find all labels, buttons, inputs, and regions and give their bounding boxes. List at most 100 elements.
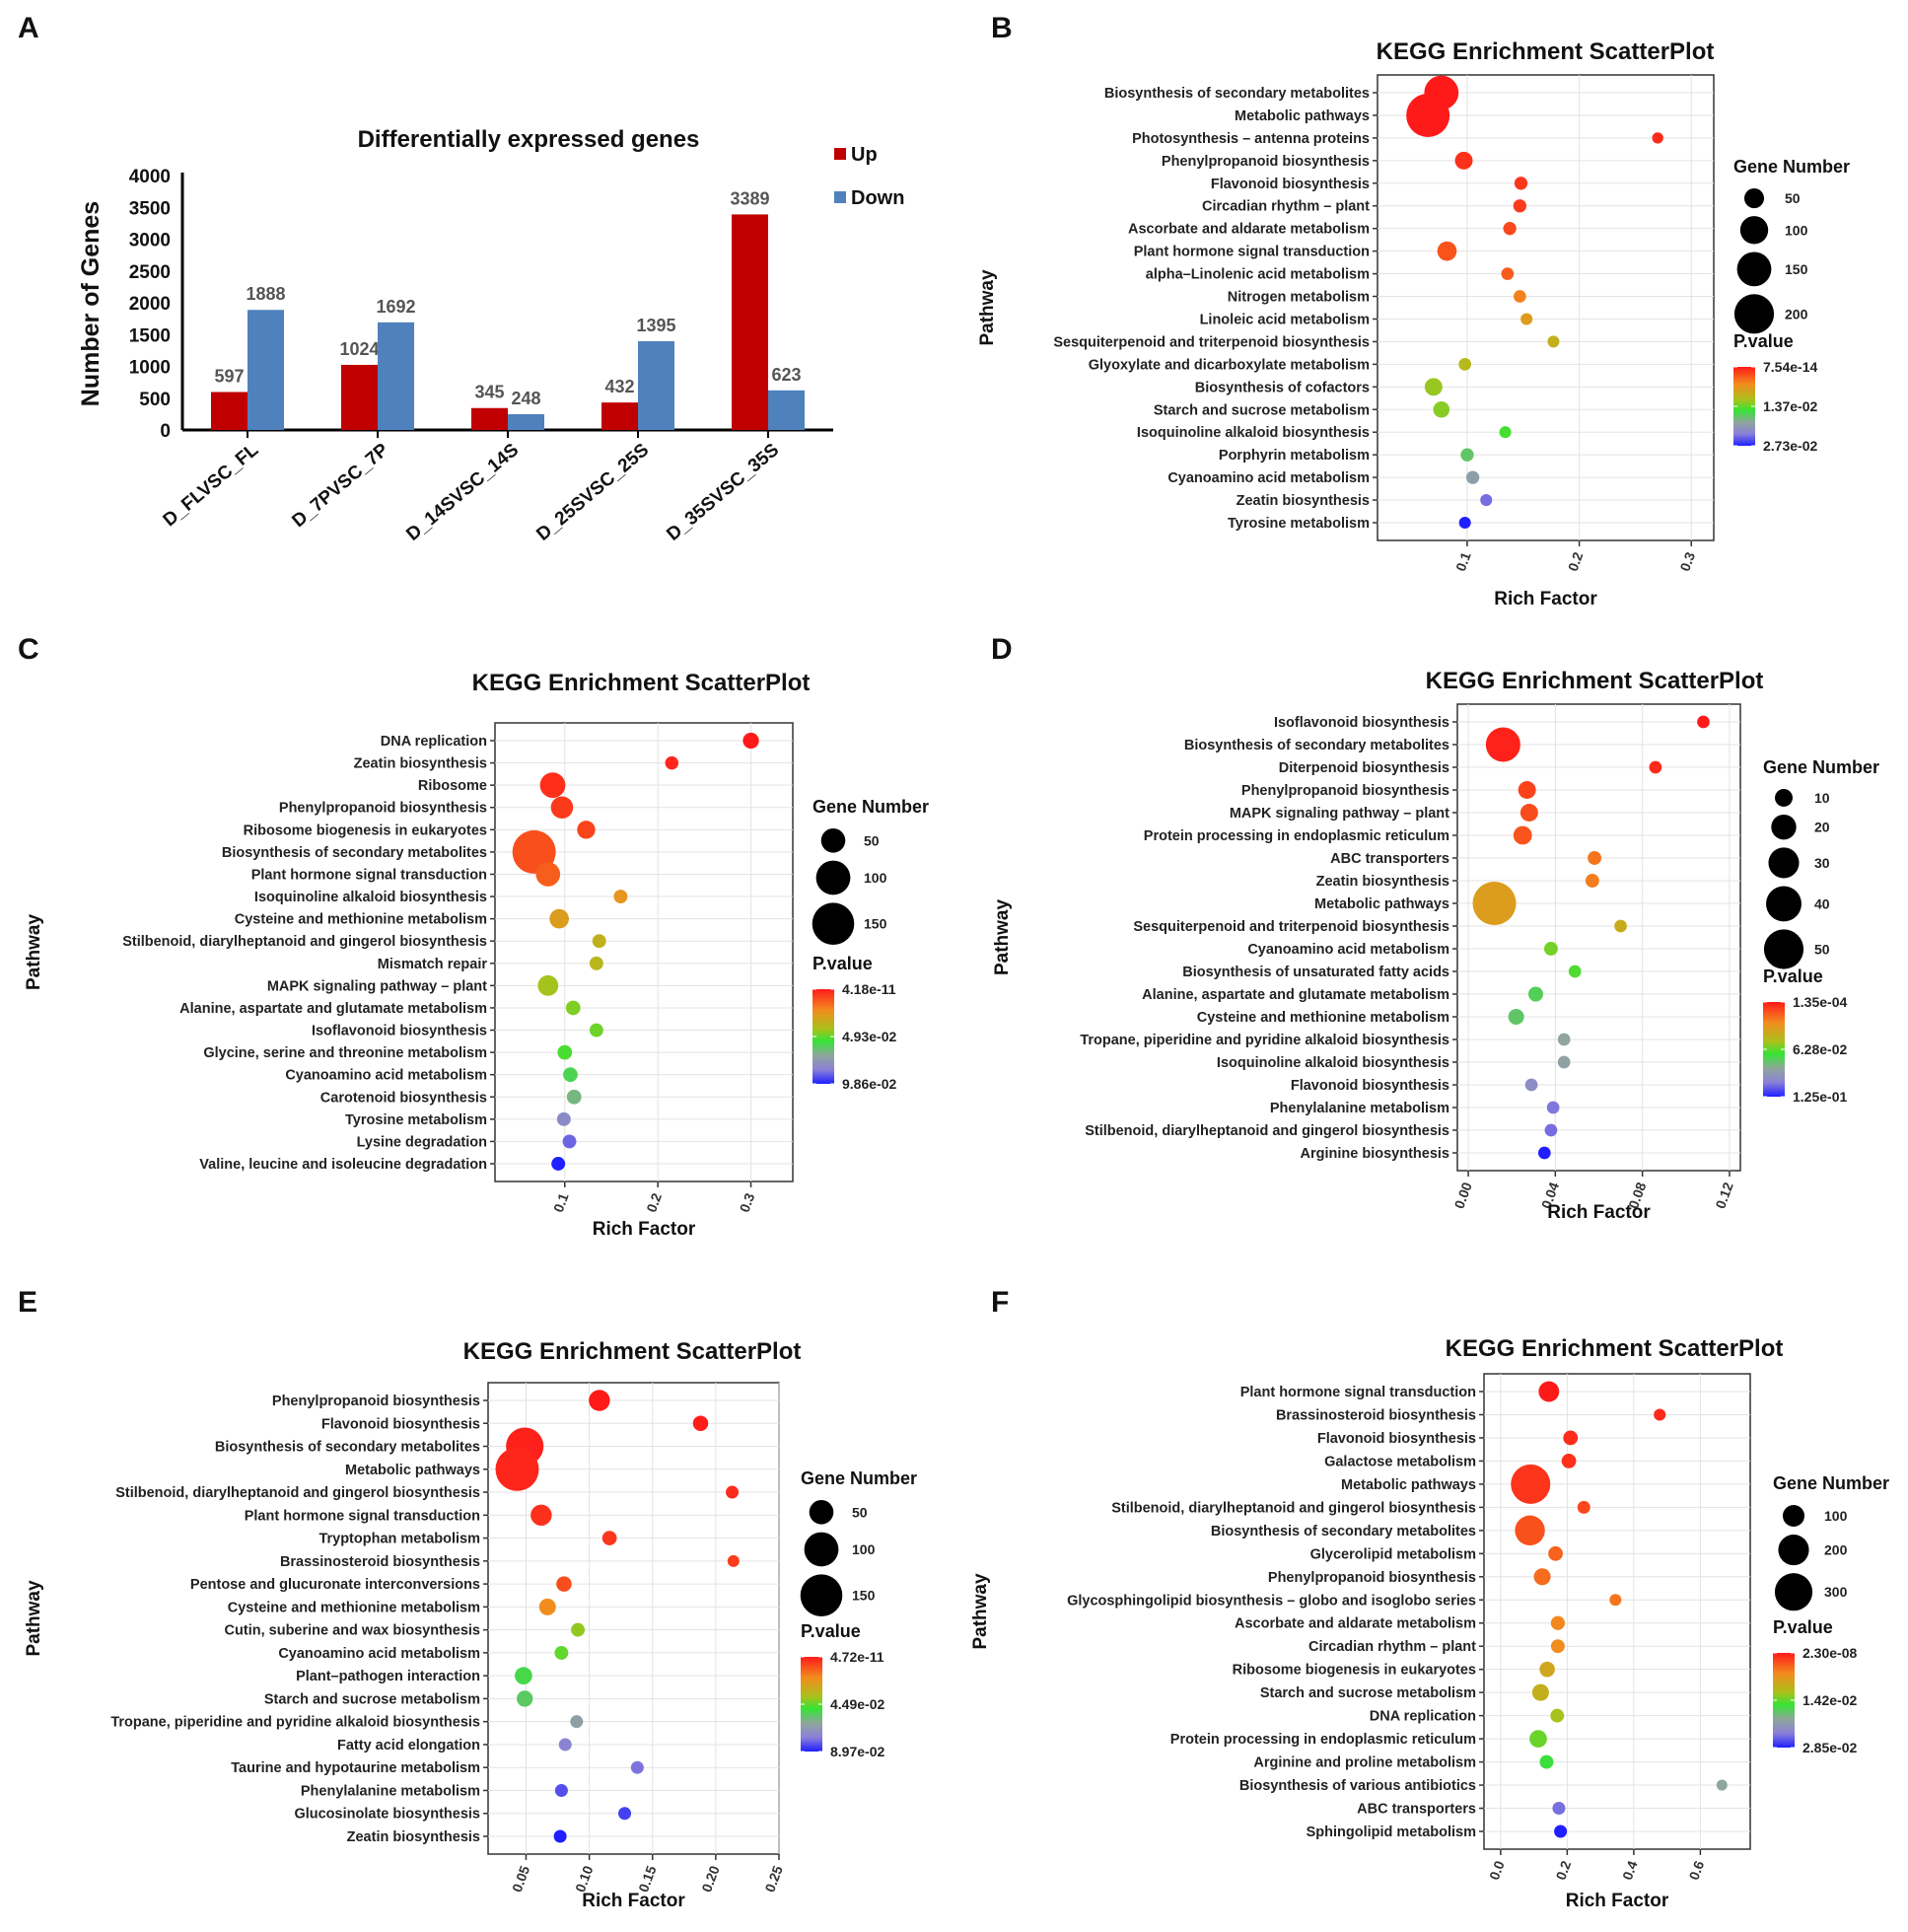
- size-legend-dot: [1771, 814, 1797, 840]
- pathway-label: Galactose metabolism: [1324, 1454, 1476, 1469]
- panel-letter-b: B: [991, 12, 1013, 44]
- data-point: [1550, 1708, 1565, 1723]
- size-legend-title: Gene Number: [801, 1468, 917, 1488]
- bar-value-label: 248: [511, 389, 540, 408]
- data-point: [553, 1829, 567, 1843]
- pathway-label: Cyanoamino acid metabolism: [278, 1646, 480, 1662]
- size-legend-label: 50: [852, 1504, 868, 1520]
- bar-down: [768, 390, 805, 430]
- pathway-label: ABC transporters: [1357, 1802, 1476, 1818]
- x-tick-label: 0.3: [737, 1190, 758, 1214]
- pathway-label: Plant hormone signal transduction: [245, 1508, 480, 1524]
- data-point: [539, 772, 566, 799]
- data-point: [1519, 804, 1538, 822]
- scatter-title-f: KEGG Enrichment ScatterPlot: [1446, 1335, 1784, 1362]
- pathway-label: Phenylpropanoid biosynthesis: [1241, 783, 1449, 799]
- data-point: [577, 821, 596, 839]
- pathway-label: Stilbenoid, diarylheptanoid and gingerol…: [1111, 1500, 1476, 1516]
- scatter-title-e: KEGG Enrichment ScatterPlot: [463, 1338, 802, 1365]
- data-point: [1543, 942, 1558, 956]
- pathway-label: ABC transporters: [1330, 851, 1449, 867]
- size-legend-title: Gene Number: [1763, 757, 1879, 777]
- color-legend-label: 4.18e-11: [842, 981, 896, 997]
- data-point: [1554, 1825, 1568, 1838]
- y-axis-title-c: Pathway: [24, 914, 44, 991]
- pathway-label: Protein processing in endoplasmic reticu…: [1170, 1732, 1476, 1748]
- pathway-label: Ascorbate and aldarate metabolism: [1128, 222, 1370, 238]
- legend-label-down: Down: [851, 187, 904, 209]
- x-tick-label: 0.2: [1565, 549, 1587, 573]
- pathway-label: Phenylpropanoid biosynthesis: [272, 1394, 480, 1409]
- x-tick-label: 0.0: [1486, 1858, 1508, 1882]
- data-point: [1518, 781, 1536, 799]
- pathway-label: Cyanoamino acid metabolism: [285, 1068, 487, 1084]
- x-tick-label: 0.12: [1712, 1180, 1735, 1210]
- data-point: [556, 1111, 571, 1126]
- x-tick-label: 0.05: [509, 1863, 532, 1894]
- color-legend-title: P.value: [1763, 966, 1823, 986]
- pathway-label: Metabolic pathways: [1341, 1477, 1476, 1493]
- data-point: [1548, 1545, 1563, 1561]
- size-legend-label: 200: [1785, 306, 1808, 322]
- bar-value-label: 1888: [246, 284, 285, 304]
- panel-letter-e: E: [18, 1286, 37, 1319]
- y-tick-label: 3000: [129, 231, 171, 251]
- x-tick-label: 0.4: [1619, 1858, 1641, 1882]
- size-legend-label: 100: [1824, 1508, 1848, 1524]
- size-legend-dot: [812, 902, 855, 945]
- data-point: [1513, 825, 1532, 845]
- data-point: [1433, 400, 1450, 418]
- size-legend-dot: [1743, 188, 1765, 209]
- pathway-label: Glucosinolate biosynthesis: [294, 1807, 480, 1823]
- panel-letter-c: C: [18, 633, 39, 666]
- pathway-label: Glycine, serine and threonine metabolism: [203, 1045, 487, 1061]
- x-tick-label: 0.2: [1553, 1858, 1575, 1882]
- legend-swatch-up: [834, 148, 846, 160]
- data-point: [495, 1447, 539, 1491]
- plot-frame-d: [1456, 703, 1741, 1172]
- data-point: [1503, 222, 1517, 236]
- data-point: [1614, 919, 1627, 933]
- data-point: [550, 796, 574, 820]
- data-point: [1508, 1008, 1524, 1026]
- size-legend-dot: [1733, 294, 1775, 334]
- size-legend-dot: [1766, 886, 1802, 922]
- pathway-label: Isoquinoline alkaloid biosynthesis: [1137, 425, 1370, 441]
- data-point: [562, 1134, 577, 1149]
- bar-down: [638, 341, 674, 430]
- data-point: [549, 908, 569, 929]
- bar-value-label: 597: [214, 366, 244, 386]
- data-point: [1524, 1078, 1538, 1092]
- pathway-label: Tyrosine metabolism: [1228, 516, 1370, 532]
- data-point: [692, 1415, 709, 1432]
- pathway-label: Mismatch repair: [378, 957, 488, 972]
- data-point: [530, 1504, 552, 1527]
- x-axis-title-c: Rich Factor: [593, 1219, 696, 1240]
- pathway-label: Isoflavonoid biosynthesis: [312, 1024, 487, 1039]
- pathway-label: Glycosphingolipid biosynthesis – globo a…: [1067, 1593, 1476, 1609]
- bar-value-label: 345: [474, 383, 504, 402]
- bar-value-label: 3389: [730, 188, 769, 208]
- size-legend-dot: [1778, 1535, 1809, 1566]
- size-legend-label: 300: [1824, 1584, 1848, 1600]
- color-legend-bar: [1733, 367, 1755, 446]
- data-point: [618, 1807, 632, 1821]
- size-legend-label: 150: [1785, 261, 1808, 277]
- data-point: [1552, 1802, 1566, 1816]
- data-point: [1568, 965, 1582, 978]
- pathway-label: Carotenoid biosynthesis: [320, 1090, 487, 1106]
- plot-frame-b: [1377, 74, 1715, 541]
- pathway-label: Zeatin biosynthesis: [354, 756, 487, 772]
- pathway-label: Flavonoid biosynthesis: [321, 1416, 480, 1432]
- bar-chart-title: Differentially expressed genes: [358, 126, 700, 153]
- pathway-label: Tyrosine metabolism: [345, 1112, 487, 1128]
- x-tick-label: 0.2: [643, 1190, 665, 1214]
- pathway-label: alpha–Linolenic acid metabolism: [1146, 267, 1370, 283]
- data-point: [1652, 132, 1663, 144]
- pathway-label: Biosynthesis of secondary metabolites: [1184, 738, 1449, 753]
- color-legend-label: 1.25e-01: [1793, 1089, 1847, 1105]
- y-axis-title-f: Pathway: [970, 1573, 991, 1650]
- bar-value-label: 1692: [376, 297, 415, 317]
- size-legend-label: 10: [1814, 790, 1830, 806]
- x-tick-label: 0.20: [698, 1863, 722, 1894]
